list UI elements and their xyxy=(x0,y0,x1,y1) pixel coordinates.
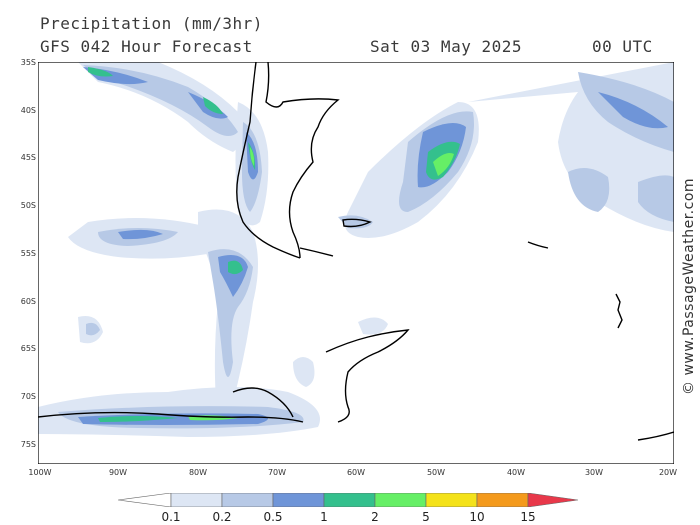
precipitation-map xyxy=(38,62,674,464)
lat-label: 45S xyxy=(20,153,36,162)
legend-label: 0.2 xyxy=(212,510,232,524)
credit-watermark: © www.PassageWeather.com xyxy=(681,177,697,395)
antarctic-coast-main xyxy=(38,411,304,423)
legend-label: 5 xyxy=(422,510,430,524)
chile-coast xyxy=(236,62,301,259)
map-title: Precipitation (mm/3hr) xyxy=(40,14,263,33)
antarctic-peninsula xyxy=(325,329,410,423)
legend-cell-max xyxy=(527,493,579,507)
legend-label: 10 xyxy=(469,510,485,524)
legend-cell xyxy=(272,493,325,507)
forecast-time: 00 UTC xyxy=(592,37,653,56)
legend-cell xyxy=(221,493,274,507)
lat-label: 50S xyxy=(20,201,36,210)
lon-label: 100W xyxy=(28,468,52,477)
south-sandwich-islands xyxy=(615,293,623,329)
legend-cell xyxy=(425,493,478,507)
south-georgia xyxy=(527,241,549,249)
lat-label: 70S xyxy=(20,392,36,401)
lon-label: 80W xyxy=(188,468,208,477)
argentina-coast xyxy=(265,62,340,259)
lat-label: 65S xyxy=(20,344,36,353)
falkland-islands xyxy=(342,218,372,228)
lat-label: 75S xyxy=(20,440,36,449)
legend-cell xyxy=(170,493,223,507)
lon-label: 40W xyxy=(506,468,526,477)
lon-label: 20W xyxy=(658,468,678,477)
lat-label: 55S xyxy=(20,249,36,258)
antarctic-coast-weddell xyxy=(637,431,674,441)
legend-cell xyxy=(476,493,529,507)
lat-label: 60S xyxy=(20,297,36,306)
lon-label: 60W xyxy=(346,468,366,477)
antarctic-coast-east xyxy=(232,387,294,418)
lat-label: 35S xyxy=(20,58,36,67)
legend-cell-min xyxy=(118,493,172,507)
legend-color-bar xyxy=(118,493,579,507)
legend-label: 1 xyxy=(320,510,328,524)
legend-cell xyxy=(323,493,376,507)
lat-label: 40S xyxy=(20,106,36,115)
forecast-subtitle: GFS 042 Hour Forecast xyxy=(40,37,253,56)
lon-label: 70W xyxy=(267,468,287,477)
lon-label: 90W xyxy=(108,468,128,477)
legend-cell xyxy=(374,493,427,507)
legend-label: 2 xyxy=(371,510,379,524)
legend-label: 0.1 xyxy=(161,510,181,524)
lon-label: 50W xyxy=(426,468,446,477)
forecast-date: Sat 03 May 2025 xyxy=(370,37,522,56)
coastlines xyxy=(38,62,674,441)
legend-label: 15 xyxy=(520,510,536,524)
lon-label: 30W xyxy=(584,468,604,477)
legend-label: 0.5 xyxy=(263,510,283,524)
tierra-del-fuego xyxy=(299,247,334,257)
